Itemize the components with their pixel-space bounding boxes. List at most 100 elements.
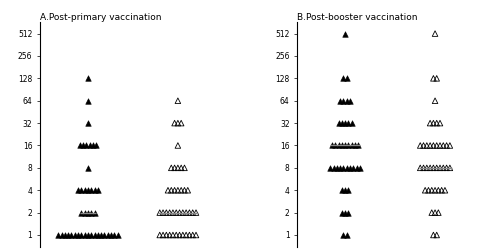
Point	[64, 233, 72, 237]
Point	[336, 99, 344, 103]
Point	[58, 233, 66, 237]
Point	[426, 143, 434, 147]
Point	[182, 233, 190, 237]
Point	[159, 211, 167, 215]
Point	[84, 188, 92, 192]
Point	[159, 233, 167, 237]
Point	[182, 211, 190, 215]
Point	[176, 233, 184, 237]
Point	[179, 233, 187, 237]
Point	[343, 166, 351, 170]
Point	[344, 188, 352, 192]
Point	[416, 143, 424, 147]
Point	[180, 188, 188, 192]
Point	[179, 211, 187, 215]
Point	[341, 188, 349, 192]
Point	[436, 166, 444, 170]
Point	[84, 166, 92, 170]
Point	[186, 211, 194, 215]
Point	[78, 233, 86, 237]
Point	[84, 233, 92, 237]
Point	[192, 233, 200, 237]
Point	[90, 211, 98, 215]
Text: A.Post-primary vaccination: A.Post-primary vaccination	[40, 13, 162, 22]
Point	[436, 121, 444, 125]
Point	[76, 143, 84, 147]
Point	[166, 211, 173, 215]
Point	[426, 166, 434, 170]
Point	[174, 143, 182, 147]
Point	[92, 143, 100, 147]
Point	[442, 166, 450, 170]
Point	[68, 233, 76, 237]
Point	[177, 166, 185, 170]
Point	[89, 143, 97, 147]
Point	[341, 32, 349, 36]
Point	[170, 121, 178, 125]
Point	[430, 76, 438, 80]
Point	[441, 188, 449, 192]
Point	[88, 211, 96, 215]
Point	[174, 166, 182, 170]
Point	[331, 143, 339, 147]
Point	[420, 143, 428, 147]
Point	[174, 188, 182, 192]
Point	[326, 166, 334, 170]
Point	[169, 233, 177, 237]
Point	[423, 143, 431, 147]
Point	[346, 99, 354, 103]
Point	[170, 166, 178, 170]
Point	[176, 211, 184, 215]
Point	[74, 188, 82, 192]
Point	[344, 211, 352, 215]
Point	[343, 76, 351, 80]
Point	[333, 166, 341, 170]
Point	[431, 188, 439, 192]
Point	[94, 233, 102, 237]
Point	[174, 99, 182, 103]
Point	[170, 188, 178, 192]
Point	[343, 99, 351, 103]
Point	[431, 211, 439, 215]
Point	[340, 76, 347, 80]
Point	[346, 166, 354, 170]
Point	[426, 121, 434, 125]
Point	[341, 211, 349, 215]
Point	[78, 211, 86, 215]
Point	[86, 143, 94, 147]
Point	[432, 233, 440, 237]
Point	[432, 76, 440, 80]
Point	[97, 233, 105, 237]
Point	[188, 233, 196, 237]
Point	[340, 99, 347, 103]
Point	[431, 32, 439, 36]
Point	[440, 166, 448, 170]
Point	[84, 211, 92, 215]
Point	[446, 143, 454, 147]
Point	[336, 166, 344, 170]
Point	[424, 188, 432, 192]
Point	[172, 233, 180, 237]
Point	[74, 233, 82, 237]
Point	[114, 233, 122, 237]
Point	[432, 166, 440, 170]
Point	[344, 143, 352, 147]
Point	[428, 211, 436, 215]
Point	[434, 211, 442, 215]
Point	[166, 233, 173, 237]
Point	[338, 188, 346, 192]
Text: B.Post-booster vaccination: B.Post-booster vaccination	[297, 13, 418, 22]
Point	[156, 211, 164, 215]
Point	[434, 188, 442, 192]
Point	[84, 99, 92, 103]
Point	[428, 188, 436, 192]
Point	[430, 121, 438, 125]
Point	[110, 233, 118, 237]
Point	[184, 188, 192, 192]
Point	[177, 121, 185, 125]
Point	[168, 166, 175, 170]
Point	[100, 233, 108, 237]
Point	[177, 188, 185, 192]
Point	[431, 99, 439, 103]
Point	[80, 188, 88, 192]
